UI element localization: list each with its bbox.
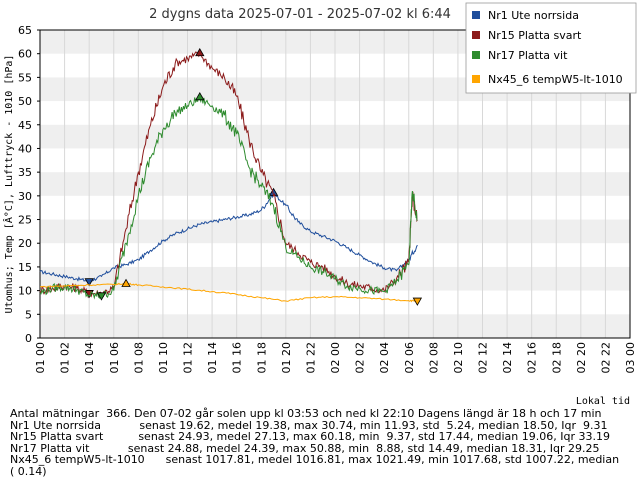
x-tick-label: 01 06 (108, 342, 121, 374)
x-tick-label: 02 12 (477, 342, 490, 374)
y-tick-label: 5 (25, 308, 32, 321)
x-tick-label: 01 14 (206, 342, 219, 374)
stats-line-count: Antal mätningar 366. Den 07-02 går solen… (10, 407, 602, 420)
line-chart: 01 00 01 02 01 04 01 06 01 08 01 10 01 12 01 14… (2, 2, 637, 374)
y-tick-label: 25 (18, 214, 32, 227)
legend (465, 2, 637, 94)
x-tick-label: 01 12 (182, 342, 195, 374)
x-tick-label: 02 00 (329, 342, 342, 374)
stats-line-nx45-cont: ( 0.14) (10, 464, 47, 478)
x-tick-label: 02 10 (452, 342, 465, 374)
extreme-marker (84, 278, 94, 287)
extreme-marker (96, 292, 107, 301)
x-tick-label: 02 16 (526, 342, 539, 374)
x-tick-label: 01 16 (231, 342, 244, 374)
series-line (39, 50, 418, 299)
extreme-marker (412, 297, 423, 306)
chart-title: 2 dygns data 2025-07-01 - 2025-07-02 kl … (149, 7, 451, 22)
y-tick-label: 55 (18, 71, 32, 84)
y-tick-label: 65 (18, 24, 32, 37)
plot-area (39, 29, 631, 339)
series-line (39, 282, 418, 303)
legend-label: Nr1 Ute norrsida (488, 9, 579, 22)
x-tick-label: 01 10 (157, 342, 170, 374)
y-axis-label: Utomhus; Temp [Â°C], Lufttryck - 1010 [h… (2, 55, 15, 314)
series-line (39, 93, 418, 300)
y-tick-label: 20 (18, 237, 32, 250)
x-tick-label: 02 02 (354, 342, 367, 374)
stats-line-nx45: Nx45_6 tempW5-lt-1010 senast 1017.81, me… (10, 453, 620, 466)
x-tick-label: 03 00 (624, 342, 637, 374)
x-tick-label: 02 14 (501, 342, 514, 374)
x-tick-label: 02 22 (599, 342, 612, 374)
extreme-marker (195, 92, 205, 101)
legend-swatch (472, 75, 480, 83)
stats-line-nr17: Nr17 Platta vit senast 24.88, medel 24.3… (10, 441, 600, 455)
x-tick-label: 02 06 (403, 342, 416, 374)
stats-line-nr1: Nr1 Ute norrsida senast 19.62, medel 19.… (10, 418, 608, 432)
x-tick-label: 01 00 (34, 342, 47, 374)
y-tick-label: 45 (18, 119, 32, 132)
y-tick-label: 30 (18, 190, 32, 203)
y-tick-label: 0 (25, 332, 32, 345)
extreme-marker (195, 47, 205, 57)
legend-label: Nx45_6 tempW5-lt-1010 (488, 73, 623, 86)
extreme-marker (121, 278, 131, 287)
legend-label: Nr17 Platta vit (488, 49, 568, 62)
x-tick-label: 01 08 (132, 342, 145, 374)
statistics-block: Antal mätningar 366. Den 07-02 går solen… (10, 408, 638, 477)
y-tick-label: 50 (18, 95, 32, 108)
legend-label: Nr15 Platta svart (488, 29, 582, 42)
x-tick-label: 02 20 (575, 342, 588, 374)
y-tick-label: 10 (18, 285, 32, 298)
legend-swatch (472, 51, 480, 59)
x-tick-label: 02 18 (550, 342, 563, 374)
y-tick-label: 15 (18, 261, 32, 274)
x-tick-label: 01 18 (255, 342, 268, 374)
legend-swatch (472, 31, 480, 39)
y-tick-label: 35 (18, 166, 32, 179)
y-tick-label: 60 (18, 48, 32, 61)
x-tick-label: 02 04 (378, 342, 391, 374)
stats-line-nr15: Nr15 Platta svart senast 24.93, medel 27… (10, 430, 610, 443)
y-tick-label: 40 (18, 142, 32, 155)
x-tick-label: 01 20 (280, 342, 293, 374)
x-tick-label: 01 22 (304, 342, 317, 374)
x-tick-label: 01 04 (83, 342, 96, 374)
x-tick-label: 01 02 (59, 342, 72, 374)
x-axis-label: Lokal tid (575, 396, 630, 407)
x-tick-label: 02 08 (427, 342, 440, 374)
series-line (39, 192, 418, 282)
legend-swatch (472, 11, 480, 19)
